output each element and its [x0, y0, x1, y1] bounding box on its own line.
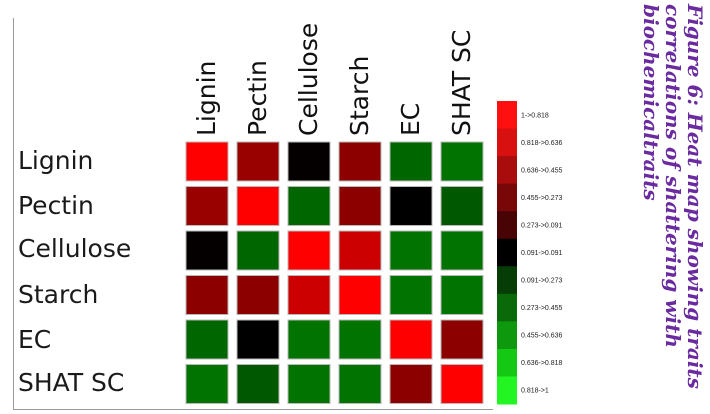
legend-swatch — [497, 211, 517, 240]
row-label: SHAT SC — [18, 368, 125, 397]
heatmap-cell-pectin-cellulose — [287, 186, 331, 226]
legend-label: 0.273->0.091 — [521, 222, 563, 229]
heatmap-cell-lignin-pectin — [236, 141, 280, 182]
heatmap-cell-shat-sc-ec — [389, 364, 433, 404]
heatmap-cell-pectin-pectin — [236, 186, 280, 226]
row-label: Pectin — [18, 191, 94, 220]
heatmap-cell-starch-starch — [338, 275, 382, 315]
legend-swatch — [497, 266, 517, 295]
heatmap-cell-lignin-starch — [338, 141, 382, 182]
row-label: Cellulose — [18, 234, 132, 263]
heatmap-cell-cellulose-cellulose — [287, 230, 331, 271]
column-label: Pectin — [243, 60, 272, 136]
legend-label: 0.091->0.091 — [521, 250, 563, 257]
heatmap-cell-ec-pectin — [236, 319, 280, 360]
column-label: EC — [396, 102, 425, 136]
legend-label: 1->0.818 — [521, 112, 549, 119]
heatmap-cell-pectin-lignin — [185, 186, 229, 226]
row-label: EC — [18, 325, 52, 354]
column-label: Cellulose — [294, 22, 323, 136]
heatmap-cell-cellulose-lignin — [185, 230, 229, 271]
heatmap-cell-cellulose-starch — [338, 230, 382, 271]
heatmap-cell-cellulose-ec — [389, 230, 433, 271]
row-label: Lignin — [18, 146, 94, 175]
heatmap-cell-shat-sc-pectin — [236, 364, 280, 404]
legend-label: 0.455->0.273 — [521, 195, 563, 202]
legend-swatch — [497, 376, 517, 405]
row-label: Starch — [18, 280, 99, 309]
legend-swatch — [497, 128, 517, 157]
heatmap-cell-shat-sc-lignin — [185, 364, 229, 404]
bottom-frame-line — [13, 409, 493, 410]
legend-label: 0.273->0.455 — [521, 305, 563, 312]
heatmap-cell-lignin-lignin — [185, 141, 229, 182]
heatmap-cell-shat-sc-cellulose — [287, 364, 331, 404]
heatmap-cell-cellulose-shat-sc — [440, 230, 484, 271]
heatmap-cell-ec-cellulose — [287, 319, 331, 360]
heatmap-cell-starch-ec — [389, 275, 433, 315]
legend-label: 0.091->0.273 — [521, 278, 563, 285]
column-label: Lignin — [192, 60, 221, 136]
column-label: Starch — [345, 55, 374, 136]
legend-swatch — [497, 101, 517, 130]
column-label: SHAT SC — [447, 29, 476, 136]
heatmap-cell-shat-sc-starch — [338, 364, 382, 404]
heatmap-cell-starch-shat-sc — [440, 275, 484, 315]
heatmap-cell-ec-ec — [389, 319, 433, 360]
legend-swatch — [497, 321, 517, 350]
legend-swatch — [497, 183, 517, 212]
heatmap-cell-lignin-ec — [389, 141, 433, 182]
figure-caption: Figure 6: Heat map showing traits correl… — [639, 4, 707, 389]
heatmap-cell-ec-starch — [338, 319, 382, 360]
heatmap-cell-pectin-starch — [338, 186, 382, 226]
legend-swatch — [497, 293, 517, 322]
legend-swatch — [497, 156, 517, 185]
left-frame-line — [13, 18, 14, 410]
heatmap-cell-ec-lignin — [185, 319, 229, 360]
legend-swatch — [497, 238, 517, 267]
heatmap-cell-cellulose-pectin — [236, 230, 280, 271]
heatmap-cell-ec-shat-sc — [440, 319, 484, 360]
heatmap-cell-lignin-cellulose — [287, 141, 331, 182]
legend-label: 0.636->0.455 — [521, 167, 563, 174]
legend-label: 0.455->0.636 — [521, 333, 563, 340]
legend-label: 0.818->1 — [521, 388, 549, 395]
heatmap-cell-starch-lignin — [185, 275, 229, 315]
heatmap-cell-pectin-ec — [389, 186, 433, 226]
heatmap-cell-shat-sc-shat-sc — [440, 364, 484, 404]
legend-label: 0.818->0.636 — [521, 140, 563, 147]
heatmap-cell-lignin-shat-sc — [440, 141, 484, 182]
legend-label: 0.636->0.818 — [521, 360, 563, 367]
heatmap-cell-starch-pectin — [236, 275, 280, 315]
heatmap-cell-pectin-shat-sc — [440, 186, 484, 226]
heatmap-cell-starch-cellulose — [287, 275, 331, 315]
legend-swatch — [497, 348, 517, 377]
